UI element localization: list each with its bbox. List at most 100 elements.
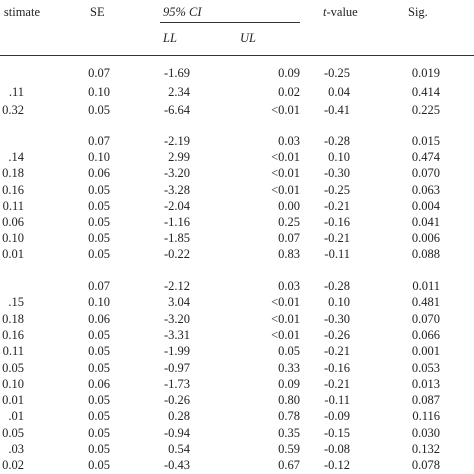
cell-sig: 0.015 [411, 134, 440, 148]
cell-ul: 0.78 [278, 409, 300, 424]
cell-ll: -3.20 [163, 166, 190, 181]
cell-ll: -1.73 [163, 376, 190, 391]
cell-ll: -0.94 [163, 425, 190, 440]
cell-ll: 0.54 [168, 442, 190, 456]
cell-t-value: -0.16 [323, 215, 350, 229]
cell-estimate: .15 [8, 295, 24, 310]
cell-ul: 0.67 [278, 458, 300, 473]
cell-ul: <0.01 [271, 150, 300, 165]
cell-se: 0.05 [88, 247, 110, 262]
cell-ul: 0.80 [278, 393, 300, 408]
cell-sig: 0.066 [411, 327, 440, 342]
cell-sig: 0.070 [411, 166, 440, 181]
header-t: t [323, 5, 327, 19]
cell-ul: 0.09 [278, 66, 300, 80]
cell-estimate: 0.06 [2, 215, 24, 229]
cell-t-value: -0.30 [323, 311, 350, 326]
cell-estimate: .03 [8, 442, 24, 456]
cell-sig: 0.041 [411, 215, 440, 229]
cell-sig: 0.030 [411, 425, 440, 440]
cell-estimate: 0.16 [2, 182, 24, 197]
cell-t-value: -0.16 [323, 360, 350, 375]
cell-se: 0.05 [88, 198, 110, 213]
cell-estimate: 0.01 [2, 247, 24, 262]
cell-se: 0.05 [88, 425, 110, 440]
cell-t-value: -0.11 [324, 393, 350, 408]
cell-ul: 0.00 [278, 198, 300, 213]
cell-ll: -2.12 [163, 279, 190, 293]
cell-se: 0.05 [88, 327, 110, 342]
cell-ll: -1.16 [163, 215, 190, 229]
cell-se: 0.05 [88, 393, 110, 408]
cell-ul: 0.03 [278, 279, 300, 293]
cell-estimate: 0.05 [2, 360, 24, 375]
cell-se: 0.05 [88, 103, 110, 117]
header-se: SE [90, 5, 105, 19]
cell-ll: -0.97 [163, 360, 190, 375]
cell-ll: 0.28 [168, 409, 190, 424]
cell-sig: 0.474 [411, 150, 440, 165]
cell-se: 0.05 [88, 458, 110, 473]
cell-se: 0.05 [88, 215, 110, 229]
cell-t-value: -0.28 [323, 134, 350, 148]
cell-se: 0.05 [88, 360, 110, 375]
cell-ll: -3.31 [163, 327, 190, 342]
header-ci: 95% CI [163, 5, 202, 19]
cell-t-value: -0.25 [323, 182, 350, 197]
cell-t-value: -0.21 [323, 376, 350, 391]
cell-se: 0.07 [88, 66, 110, 80]
cell-estimate: .01 [8, 409, 24, 424]
cell-ul: 0.07 [278, 231, 300, 246]
cell-sig: 0.004 [411, 198, 440, 213]
header-sig: Sig. [408, 5, 428, 19]
header-estimate: stimate [3, 5, 40, 19]
cell-se: 0.10 [88, 84, 110, 99]
cell-se: 0.06 [88, 311, 110, 326]
cell-estimate: 0.01 [2, 393, 24, 408]
cell-sig: 0.070 [411, 311, 440, 326]
cell-sig: 0.414 [411, 84, 440, 99]
cell-ll: -6.64 [163, 103, 190, 117]
cell-estimate: .14 [8, 150, 24, 165]
header-rule [0, 55, 474, 56]
cell-sig: 0.013 [411, 376, 440, 391]
cell-estimate: .11 [8, 84, 24, 99]
cell-estimate: 0.18 [2, 311, 24, 326]
cell-se: 0.05 [88, 409, 110, 424]
header-t-value: t-value [323, 5, 358, 19]
cell-estimate: 0.10 [2, 231, 24, 246]
cell-ll: -1.85 [163, 231, 190, 246]
cell-t-value: 0.04 [328, 84, 350, 99]
cell-ul: <0.01 [271, 166, 300, 181]
cell-estimate: 0.02 [2, 458, 24, 473]
cell-se: 0.05 [88, 231, 110, 246]
cell-ll: -2.19 [163, 134, 190, 148]
cell-sig: 0.053 [411, 360, 440, 375]
cell-sig: 0.116 [412, 409, 440, 424]
cell-t-value: 0.10 [328, 295, 350, 310]
header-ll: LL [163, 31, 177, 45]
cell-ul: 0.83 [278, 247, 300, 262]
cell-ll: -3.28 [163, 182, 190, 197]
cell-se: 0.07 [88, 134, 110, 148]
header-t-rest: -value [326, 5, 358, 19]
cell-ll: 2.99 [168, 150, 190, 165]
cell-sig: 0.088 [411, 247, 440, 262]
cell-sig: 0.011 [412, 279, 440, 293]
cell-sig: 0.225 [411, 103, 440, 117]
cell-ul: 0.03 [278, 134, 300, 148]
cell-ul: <0.01 [271, 182, 300, 197]
cell-ul: 0.59 [278, 442, 300, 456]
cell-sig: 0.006 [411, 231, 440, 246]
cell-t-value: -0.25 [323, 66, 350, 80]
cell-se: 0.06 [88, 166, 110, 181]
cell-ll: -2.04 [163, 198, 190, 213]
cell-estimate: 0.16 [2, 327, 24, 342]
ci-rule [160, 22, 300, 23]
cell-t-value: -0.11 [324, 247, 350, 262]
cell-se: 0.05 [88, 442, 110, 456]
cell-ll: -1.69 [163, 66, 190, 80]
cell-ll: -3.20 [163, 311, 190, 326]
cell-ul: 0.25 [278, 215, 300, 229]
